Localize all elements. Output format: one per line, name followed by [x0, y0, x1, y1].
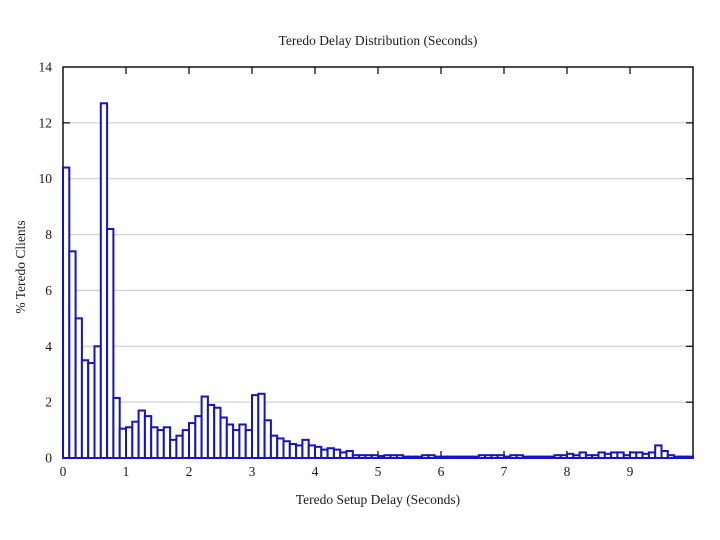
x-tick-label: 5: [375, 464, 382, 479]
x-tick-label: 8: [564, 464, 571, 479]
x-tick-label: 6: [438, 464, 445, 479]
y-tick-label: 10: [39, 171, 53, 186]
x-axis-label: Teredo Setup Delay (Seconds): [295, 492, 461, 507]
x-tick-label: 7: [501, 464, 508, 479]
x-tick-label: 4: [312, 464, 319, 479]
y-tick-label: 0: [45, 451, 52, 466]
y-tick-label: 8: [45, 227, 52, 242]
y-tick-label: 4: [45, 339, 52, 354]
histogram-bar: [685, 455, 695, 460]
chart-title: Teredo Delay Distribution (Seconds): [278, 33, 478, 48]
y-axis-label: % Teredo Clients: [13, 220, 28, 314]
x-tick-label: 9: [627, 464, 634, 479]
y-tick-label: 12: [39, 115, 53, 130]
x-tick-label: 0: [60, 464, 67, 479]
x-tick-label: 2: [186, 464, 193, 479]
x-tick-label: 1: [123, 464, 130, 479]
y-tick-label: 2: [45, 395, 52, 410]
x-tick-label: 3: [249, 464, 256, 479]
histogram-bar: [106, 227, 115, 459]
y-tick-label: 6: [45, 283, 52, 298]
plot-border: [62, 66, 694, 459]
y-tick-label: 14: [39, 60, 53, 75]
